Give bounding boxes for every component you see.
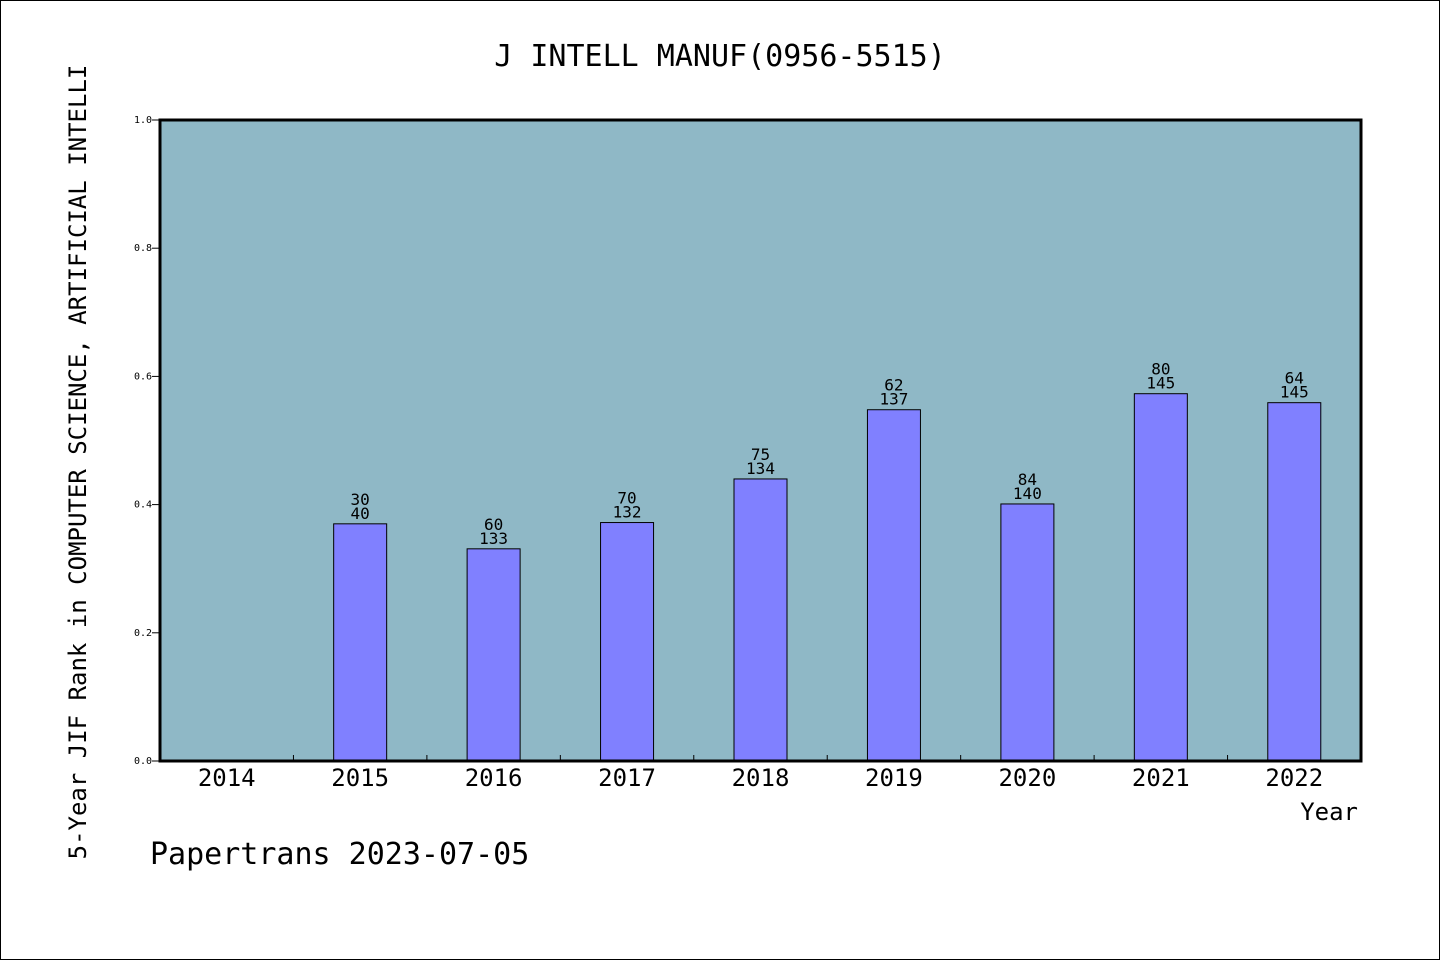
x-tick-label: 2016 [465, 764, 523, 792]
y-tick-label: 0.4 [134, 500, 152, 511]
y-axis: 0.0 0.2 0.4 0.6 0.8 1.0 [134, 115, 160, 767]
y-tick-label: 0.0 [134, 756, 152, 767]
bar-rank-label: 80 [1151, 360, 1170, 379]
x-axis-label: Year [1300, 798, 1358, 826]
x-tick-label: 2019 [865, 764, 923, 792]
bar-total-label: 140 [1013, 484, 1042, 503]
bar-rank-label: 75 [751, 445, 770, 464]
bar-total-label: 40 [351, 504, 370, 523]
bar-total-label: 132 [613, 503, 642, 522]
footer-credit: Papertrans 2023-07-05 [150, 837, 529, 872]
x-tick-label: 2017 [598, 764, 656, 792]
bar-2015 [333, 523, 388, 762]
x-tick-label: 2018 [732, 764, 790, 792]
y-tick-label: 0.2 [134, 628, 152, 639]
bar-series [333, 393, 1322, 762]
x-tick-label: 2015 [331, 764, 389, 792]
bar-rank-label: 64 [1285, 369, 1304, 388]
bar-2018 [733, 478, 788, 762]
bar-total-label: 145 [1280, 383, 1309, 402]
y-axis-label: 5-Year JIF Rank in COMPUTER SCIENCE, ART… [64, 65, 92, 860]
x-tick-label: 2022 [1265, 764, 1323, 792]
x-tick-label: 2021 [1132, 764, 1190, 792]
bar-total-label: 133 [479, 529, 508, 548]
y-tick-label: 1.0 [134, 115, 152, 126]
bar-2019 [866, 409, 921, 762]
x-axis: 2014 2015 2016 2017 2018 2019 2020 2021 2022 [198, 755, 1323, 792]
bar-2021 [1133, 393, 1188, 762]
bar-rank-label: 30 [351, 490, 370, 509]
bar-total-label: 134 [746, 459, 775, 478]
y-tick-label: 0.6 [134, 371, 152, 382]
x-tick-label: 2014 [198, 764, 256, 792]
y-tick-label: 0.8 [134, 243, 152, 254]
bar-total-label: 137 [879, 390, 908, 409]
chart-title: J INTELL MANUF(0956-5515) [494, 39, 946, 74]
bar-2022 [1267, 402, 1322, 762]
bar-total-label: 145 [1146, 374, 1175, 393]
bar-2016 [466, 548, 521, 762]
x-tick-label: 2020 [998, 764, 1056, 792]
bar-2017 [600, 522, 655, 762]
plot-border [158, 118, 1363, 763]
bar-rank-label: 70 [617, 489, 636, 508]
bar-2020 [1000, 503, 1055, 762]
bar-rank-label: 62 [884, 376, 903, 395]
bar-rank-label: 84 [1018, 470, 1037, 489]
bar-rank-label: 60 [484, 515, 503, 534]
